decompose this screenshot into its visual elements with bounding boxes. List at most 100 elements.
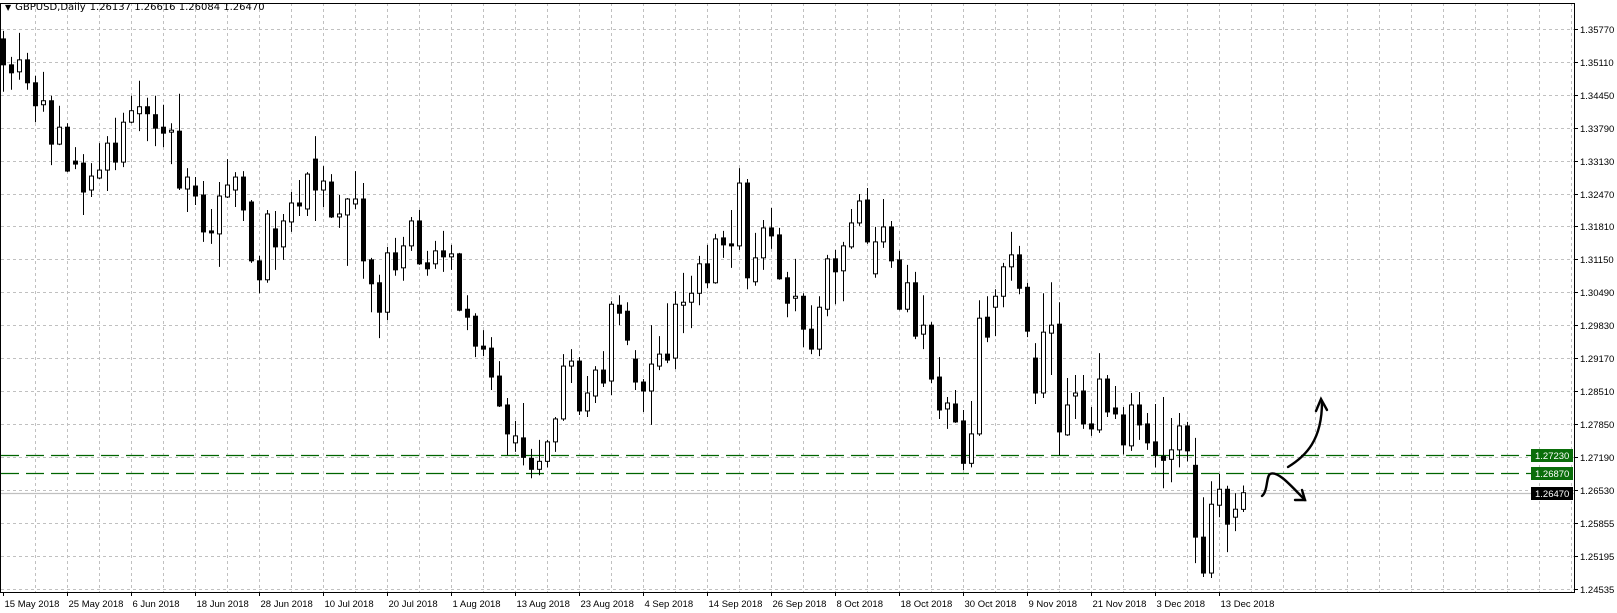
candle-body-bull <box>345 198 350 216</box>
triangle-down-icon[interactable]: ▼ <box>5 3 12 12</box>
candle <box>233 172 238 207</box>
candle-body-bear <box>1089 423 1094 430</box>
candle-body-bull <box>569 360 574 367</box>
candle <box>745 179 750 290</box>
current-price-label: 1.26470 <box>1535 489 1569 500</box>
y-tick-label: 1.32470 <box>1580 190 1614 201</box>
candle-body-bull <box>305 173 310 210</box>
x-tick-label: 1 Aug 2018 <box>453 599 501 610</box>
curved-arrow-down-icon[interactable] <box>1260 472 1307 502</box>
candle <box>825 254 830 317</box>
level-price-label-box <box>1531 449 1573 462</box>
candle-body-bull <box>233 176 238 191</box>
candle-body-bull <box>921 324 926 335</box>
candle-body-bull <box>89 175 94 191</box>
candle-body-bull <box>137 106 142 115</box>
candle <box>961 409 966 471</box>
candle-body-bear <box>633 358 638 383</box>
candle <box>345 198 350 266</box>
y-tick-label: 1.28510 <box>1580 387 1614 398</box>
candle-body-bear <box>1145 423 1150 444</box>
candle-body-bear <box>465 308 470 318</box>
candle-body-bull <box>585 392 590 412</box>
candle <box>937 357 942 419</box>
candle <box>625 302 630 346</box>
candle-body-bear <box>953 403 958 423</box>
candle <box>393 237 398 276</box>
candle-body-bear <box>889 226 894 262</box>
candle-body-bear <box>721 237 726 246</box>
x-tick-label: 26 Sep 2018 <box>773 599 827 610</box>
candle-body-bull <box>825 258 830 310</box>
candle-body-bull <box>857 200 862 224</box>
candle-body-bear <box>369 259 374 285</box>
curved-arrow-up-icon[interactable] <box>1286 396 1329 469</box>
candle-body-bear <box>897 259 902 310</box>
candle <box>65 123 70 173</box>
candle <box>481 330 486 357</box>
x-tick-label: 3 Dec 2018 <box>1157 599 1206 610</box>
candle <box>665 303 670 364</box>
candle-body-bear <box>929 324 934 380</box>
candle-body-bull <box>977 317 982 435</box>
candle-body-bear <box>329 181 334 218</box>
y-tick-label: 1.34450 <box>1580 91 1614 102</box>
candle <box>369 257 374 313</box>
candle <box>1169 417 1174 483</box>
candle-body-bull <box>57 126 62 145</box>
candle <box>161 104 166 148</box>
candle-body-bear <box>1201 536 1206 574</box>
candle <box>689 275 694 329</box>
x-tick-label: 23 Aug 2018 <box>581 599 634 610</box>
candle <box>441 230 446 272</box>
time-axis[interactable]: 15 May 2018 25 May 2018 6 Jun 2018 18 Jun 2… <box>3 592 1275 610</box>
candle <box>713 233 718 284</box>
chart-header: ▼ GBPUSD,Daily 1.26137 1.26616 1.26084 1… <box>5 2 265 13</box>
candle <box>257 255 262 294</box>
candle-body-bear <box>73 160 78 165</box>
candle <box>297 180 302 216</box>
candle-body-bull <box>849 222 854 248</box>
candle <box>1217 473 1222 518</box>
price-labels: 1.27230 1.26870 1.26470 <box>1531 449 1573 500</box>
x-tick-label: 20 Jul 2018 <box>389 599 438 610</box>
candle <box>649 325 654 425</box>
candle <box>785 271 790 318</box>
candle <box>265 209 270 283</box>
candle-body-bull <box>1009 254 1014 268</box>
candle <box>1025 282 1030 338</box>
candle <box>857 194 862 226</box>
y-tick-label: 1.25195 <box>1580 552 1614 563</box>
level-lines[interactable] <box>1 454 1574 495</box>
x-tick-label: 4 Sep 2018 <box>645 599 694 610</box>
candle <box>705 244 710 289</box>
annotations[interactable] <box>1260 396 1329 502</box>
candle <box>57 105 62 146</box>
candle <box>201 181 206 242</box>
x-tick-label: 13 Aug 2018 <box>517 599 570 610</box>
candle <box>985 296 990 343</box>
x-tick-label: 6 Jun 2018 <box>133 599 180 610</box>
plot-frame <box>0 3 1575 593</box>
candle-body-bull <box>17 59 22 73</box>
candle-body-bull <box>905 282 910 310</box>
candle <box>865 188 870 244</box>
candle <box>377 274 382 339</box>
candle-body-bull <box>449 253 454 258</box>
candle-body-bear <box>249 201 254 262</box>
candle-body-bull <box>1129 404 1134 447</box>
candle-body-bull <box>1169 449 1174 460</box>
candle <box>609 301 614 396</box>
candle-body-bull <box>169 129 174 133</box>
candle <box>913 271 918 340</box>
price-axis[interactable]: 1.35770 1.35110 1.34450 1.33790 1.33130 1.324… <box>1574 25 1614 596</box>
candle-body-bear <box>1161 455 1166 461</box>
candle <box>449 244 454 270</box>
candle-body-bull <box>1177 425 1182 451</box>
candle <box>289 192 294 232</box>
candle <box>329 174 334 218</box>
candle-body-bear <box>161 126 166 134</box>
candle-body-bear <box>241 176 246 211</box>
x-tick-label: 8 Oct 2018 <box>837 599 883 610</box>
